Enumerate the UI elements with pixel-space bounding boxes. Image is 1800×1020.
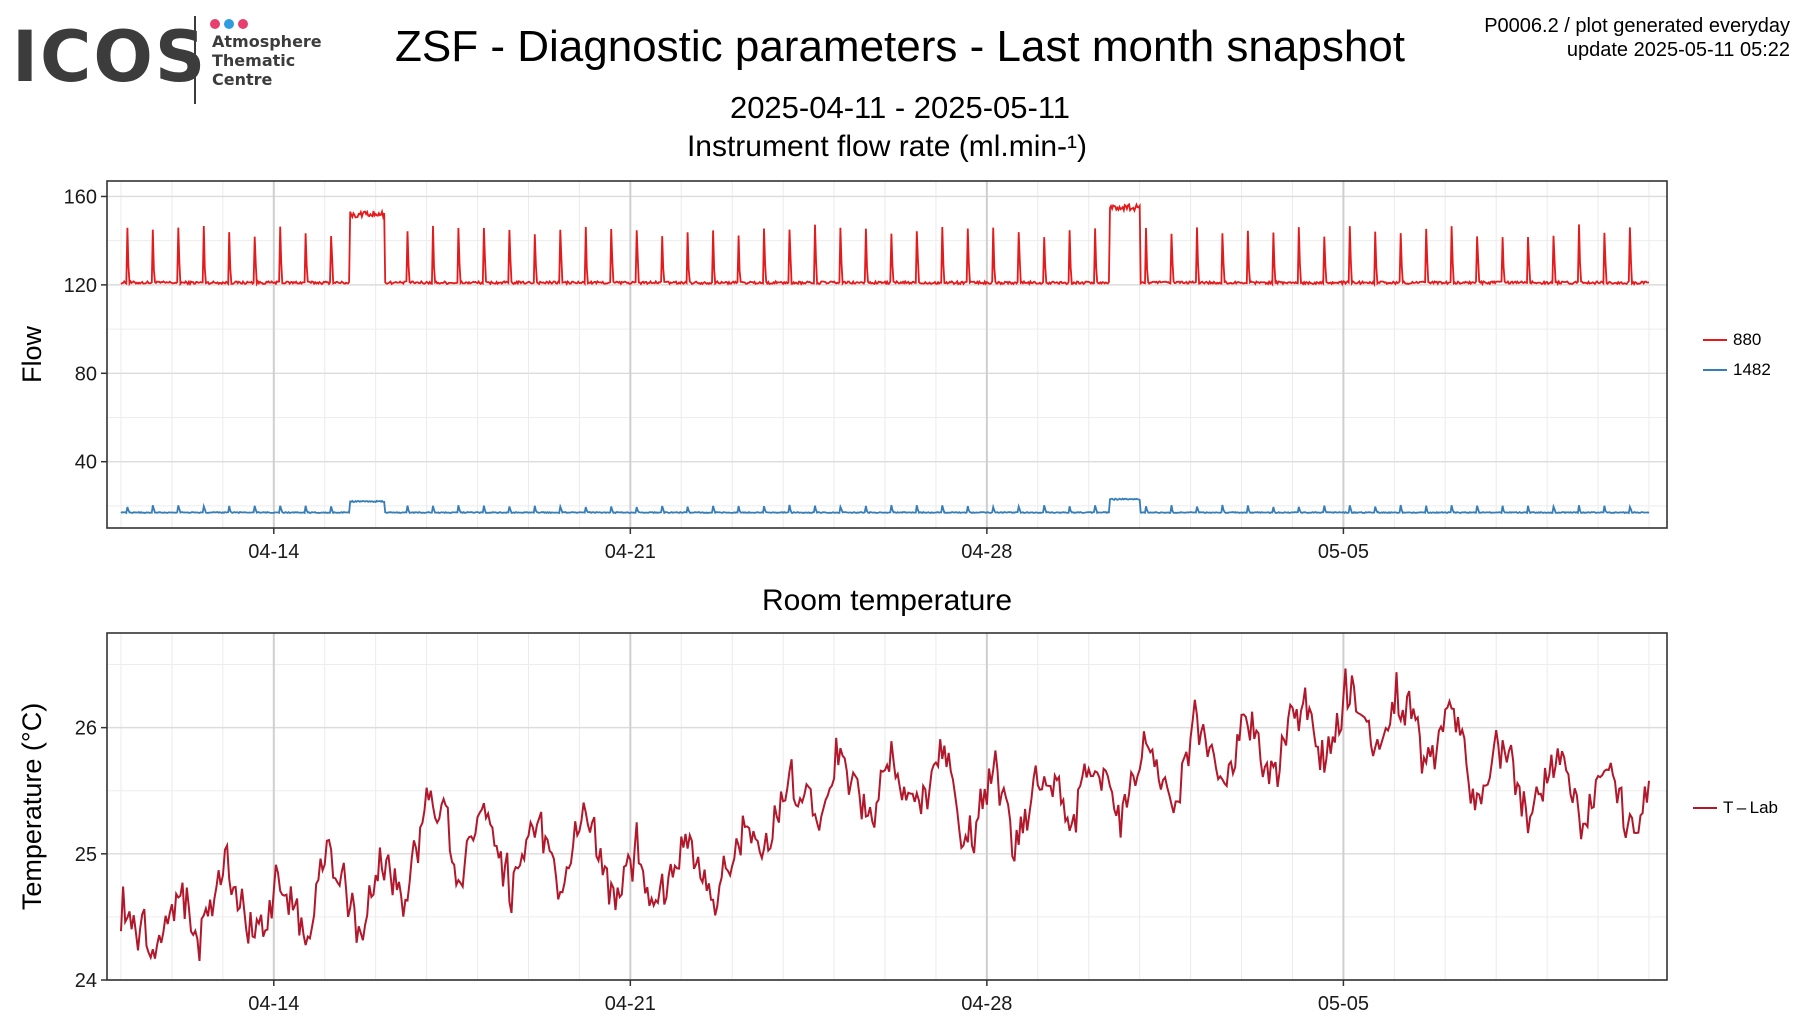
legend-label: 1482 bbox=[1733, 360, 1771, 379]
update-timestamp: update 2025-05-11 05:22 bbox=[1566, 39, 1790, 61]
flow-chart-title: Instrument flow rate (ml.min-¹) bbox=[686, 130, 1088, 163]
x-tick-label: 05-05 bbox=[1318, 541, 1369, 563]
x-tick-label: 04-28 bbox=[961, 541, 1012, 563]
logo-dot bbox=[224, 19, 234, 29]
y-axis-title: Flow bbox=[17, 326, 47, 384]
plot-border bbox=[106, 180, 1668, 529]
plot-border bbox=[106, 632, 1668, 981]
y-tick-label: 80 bbox=[75, 363, 97, 385]
logo-line: Centre bbox=[212, 70, 273, 89]
x-tick-label: 04-14 bbox=[248, 541, 299, 563]
legend-label: 880 bbox=[1733, 330, 1762, 349]
logo-text: Atmosphere Thematic Centre bbox=[212, 32, 322, 89]
page-title: ZSF - Diagnostic parameters - Last month… bbox=[395, 22, 1405, 71]
legend-item-t-lab: T – Lab bbox=[1693, 793, 1778, 823]
logo-line: Atmosphere bbox=[212, 32, 322, 51]
generation-note: P0006.2 / plot generated everyday update… bbox=[1484, 14, 1790, 62]
note-line: P0006.2 / plot generated everyday bbox=[1484, 15, 1790, 37]
series-line-880 bbox=[120, 202, 1650, 288]
logo-dots bbox=[210, 16, 252, 29]
logo-divider bbox=[194, 16, 196, 104]
x-tick-label: 04-21 bbox=[605, 541, 656, 563]
icos-logo: ICOS Atmosphere Thematic Centre bbox=[10, 14, 330, 106]
legend-swatch bbox=[1693, 807, 1717, 809]
y-tick-label: 25 bbox=[75, 844, 97, 866]
date-range: 2025-04-11 - 2025-05-11 bbox=[729, 90, 1071, 125]
legend-item-880: 880 bbox=[1703, 325, 1771, 355]
legend-item-1482: 1482 bbox=[1703, 355, 1771, 385]
flow-legend: 880 1482 bbox=[1703, 325, 1771, 385]
y-tick-label: 120 bbox=[64, 275, 97, 297]
temperature-chart-title: Room temperature bbox=[761, 584, 1013, 617]
x-tick-label: 04-28 bbox=[961, 993, 1012, 1015]
series-line-t-lab bbox=[120, 668, 1650, 961]
legend-label: T – Lab bbox=[1723, 798, 1779, 817]
logo-dot bbox=[210, 19, 220, 29]
y-tick-label: 24 bbox=[75, 970, 97, 992]
series-line-1482 bbox=[120, 497, 1650, 515]
legend-swatch bbox=[1703, 339, 1727, 341]
y-tick-label: 160 bbox=[64, 186, 97, 208]
y-axis-title: Temperature (°C) bbox=[17, 703, 47, 910]
x-tick-label: 04-14 bbox=[248, 993, 299, 1015]
logo-dot bbox=[238, 19, 248, 29]
x-tick-label: 04-21 bbox=[605, 993, 656, 1015]
temperature-legend: T – Lab bbox=[1693, 793, 1778, 823]
y-tick-label: 26 bbox=[75, 718, 97, 740]
legend-swatch bbox=[1703, 369, 1727, 371]
x-tick-label: 05-05 bbox=[1318, 993, 1369, 1015]
logo-wordmark: ICOS bbox=[12, 16, 208, 98]
logo-line: Thematic bbox=[212, 51, 296, 70]
y-tick-label: 40 bbox=[75, 452, 97, 474]
